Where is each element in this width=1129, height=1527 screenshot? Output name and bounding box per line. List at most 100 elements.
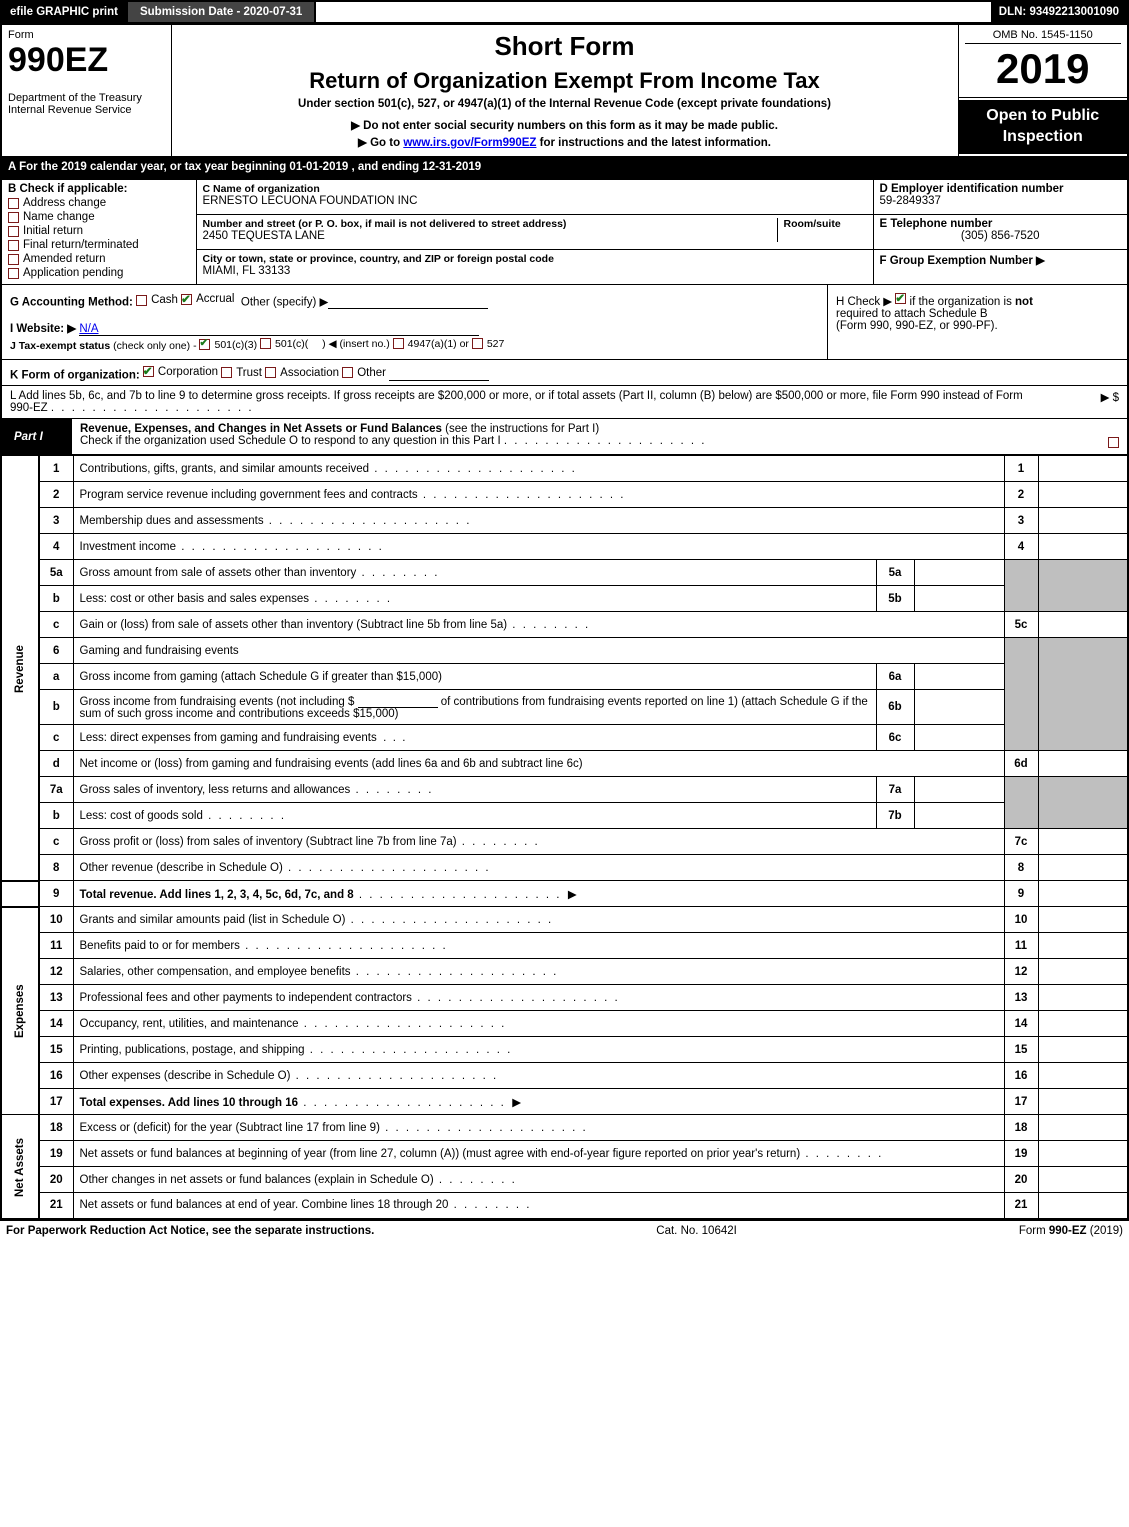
ln-10: 10 [39,907,73,933]
chk-4947-label: 4947(a)(1) or [408,338,469,350]
part-i-desc-bold: Revenue, Expenses, and Changes in Net As… [80,423,442,435]
efile-graphic-print[interactable]: efile GRAPHIC print [2,2,126,22]
ln-6d-amt[interactable] [1038,751,1128,777]
room-suite-label: Room/suite [784,218,867,230]
ln-1-nc: 1 [1004,456,1038,482]
ln-11-nc: 11 [1004,933,1038,959]
ln-5b-mini-amt[interactable] [914,586,1004,612]
row-l-dots [51,402,254,414]
chk-amended-return[interactable]: Amended return [8,253,190,265]
chk-other-org[interactable]: Other [342,367,386,379]
ln-21-amt[interactable] [1038,1193,1128,1219]
chk-cash-label: Cash [151,294,178,306]
part-i-check-dots [504,435,707,447]
revenue-side-blank [1,881,39,907]
chk-association[interactable]: Association [265,367,339,379]
ln-15-nc: 15 [1004,1037,1038,1063]
col-e-phone-cell: E Telephone number (305) 856-7520 [873,215,1128,250]
ln-6b-blank[interactable] [358,694,438,708]
main-title: Return of Organization Exempt From Incom… [178,68,952,94]
chk-final-return[interactable]: Final return/terminated [8,239,190,251]
row-g-other-blank[interactable] [328,295,488,309]
chk-schedule-b-not-required[interactable] [895,293,906,304]
ln-6a-mini: 6a [876,664,914,690]
chk-527[interactable]: 527 [472,338,505,350]
part-i-tag: Part I [2,419,72,454]
ln-12-amt[interactable] [1038,959,1128,985]
ln-5c-amt[interactable] [1038,612,1128,638]
ln-4-amt[interactable] [1038,534,1128,560]
ln-17-amt[interactable] [1038,1089,1128,1115]
ln-10-amt[interactable] [1038,907,1128,933]
ln-14-amt[interactable] [1038,1011,1128,1037]
chk-initial-return-label: Initial return [23,225,83,237]
ln-2-amt[interactable] [1038,482,1128,508]
ln-5c: c [39,612,73,638]
ln-3: 3 [39,508,73,534]
irs-link[interactable]: www.irs.gov/Form990EZ [403,137,536,149]
chk-501c[interactable]: 501(c)( ) ◀ (insert no.) [260,338,390,350]
ln-2-nc: 2 [1004,482,1038,508]
ln-9-amt[interactable] [1038,881,1128,907]
form-number-cell: Form 990EZ Department of the Treasury In… [1,25,171,157]
chk-4947[interactable]: 4947(a)(1) or [393,338,469,350]
ln-8-nc: 8 [1004,855,1038,881]
omb-number: OMB No. 1545-1150 [965,29,1122,44]
ln-13-nc: 13 [1004,985,1038,1011]
tax-year-2019: 2019 [965,48,1122,90]
entity-block: B Check if applicable: Address change Na… [0,179,1129,285]
chk-corporation[interactable]: Corporation [143,366,218,378]
ln-6b-mini: 6b [876,690,914,725]
col-f-group-cell: F Group Exemption Number ▶ [873,250,1128,285]
chk-application-pending[interactable]: Application pending [8,267,190,279]
ln-16-nc: 16 [1004,1063,1038,1089]
ln-9: 9 [39,881,73,907]
chk-501c3[interactable]: 501(c)(3) [199,339,257,351]
row-h: H Check ▶ if the organization is not req… [827,285,1127,359]
row-k-other-blank[interactable] [389,367,489,381]
chk-accrual[interactable]: Accrual [181,293,234,305]
ln-7a-mini-amt[interactable] [914,777,1004,803]
ln-19: 19 [39,1141,73,1167]
ln-6b-mini-amt[interactable] [914,690,1004,725]
ln-3-amt[interactable] [1038,508,1128,534]
website-value[interactable]: N/A [79,323,479,336]
row-g-h: G Accounting Method: Cash Accrual Other … [0,285,1129,360]
ln-18: 18 [39,1115,73,1141]
ln-8-amt[interactable] [1038,855,1128,881]
ln-5a-text: Gross amount from sale of assets other t… [80,567,440,579]
ln-20-nc: 20 [1004,1167,1038,1193]
col-c-city-label: City or town, state or province, country… [203,253,867,265]
ln-13-amt[interactable] [1038,985,1128,1011]
ln-16-amt[interactable] [1038,1063,1128,1089]
chk-cash[interactable]: Cash [136,294,178,306]
ln-6a-mini-amt[interactable] [914,664,1004,690]
row-j-label: J Tax-exempt status [10,340,110,352]
chk-527-label: 527 [487,338,505,350]
ln-11-text: Benefits paid to or for members [80,940,448,952]
chk-schedule-o-part-i[interactable] [1108,437,1119,448]
chk-initial-return[interactable]: Initial return [8,225,190,237]
ln-7b-mini-amt[interactable] [914,803,1004,829]
ln-18-amt[interactable] [1038,1115,1128,1141]
ln-2: 2 [39,482,73,508]
chk-name-change[interactable]: Name change [8,211,190,223]
ln-11-amt[interactable] [1038,933,1128,959]
ln-16-text: Other expenses (describe in Schedule O) [80,1070,499,1082]
row-g-other: Other (specify) ▶ [241,297,328,309]
instr-goto-post: for instructions and the latest informat… [536,137,771,149]
ln-19-amt[interactable] [1038,1141,1128,1167]
ln-20-amt[interactable] [1038,1167,1128,1193]
ln-1-amt[interactable] [1038,456,1128,482]
ln-12: 12 [39,959,73,985]
chk-trust[interactable]: Trust [221,367,262,379]
ln-5a-mini-amt[interactable] [914,560,1004,586]
topbar-spacer [316,2,990,22]
ln-21-nc: 21 [1004,1193,1038,1219]
chk-address-change[interactable]: Address change [8,197,190,209]
open-to-public-inspection: Open to Public Inspection [959,100,1128,154]
ln-7c-amt[interactable] [1038,829,1128,855]
row-k: K Form of organization: Corporation Trus… [0,360,1129,387]
ln-15-amt[interactable] [1038,1037,1128,1063]
ln-6c-mini-amt[interactable] [914,725,1004,751]
